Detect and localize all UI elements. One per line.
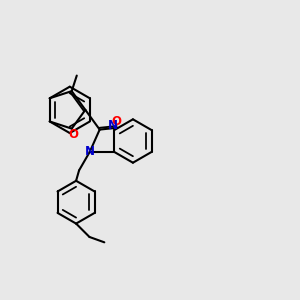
Text: O: O xyxy=(68,128,78,141)
Text: N: N xyxy=(85,146,95,158)
Text: N: N xyxy=(108,119,118,132)
Text: O: O xyxy=(112,115,122,128)
